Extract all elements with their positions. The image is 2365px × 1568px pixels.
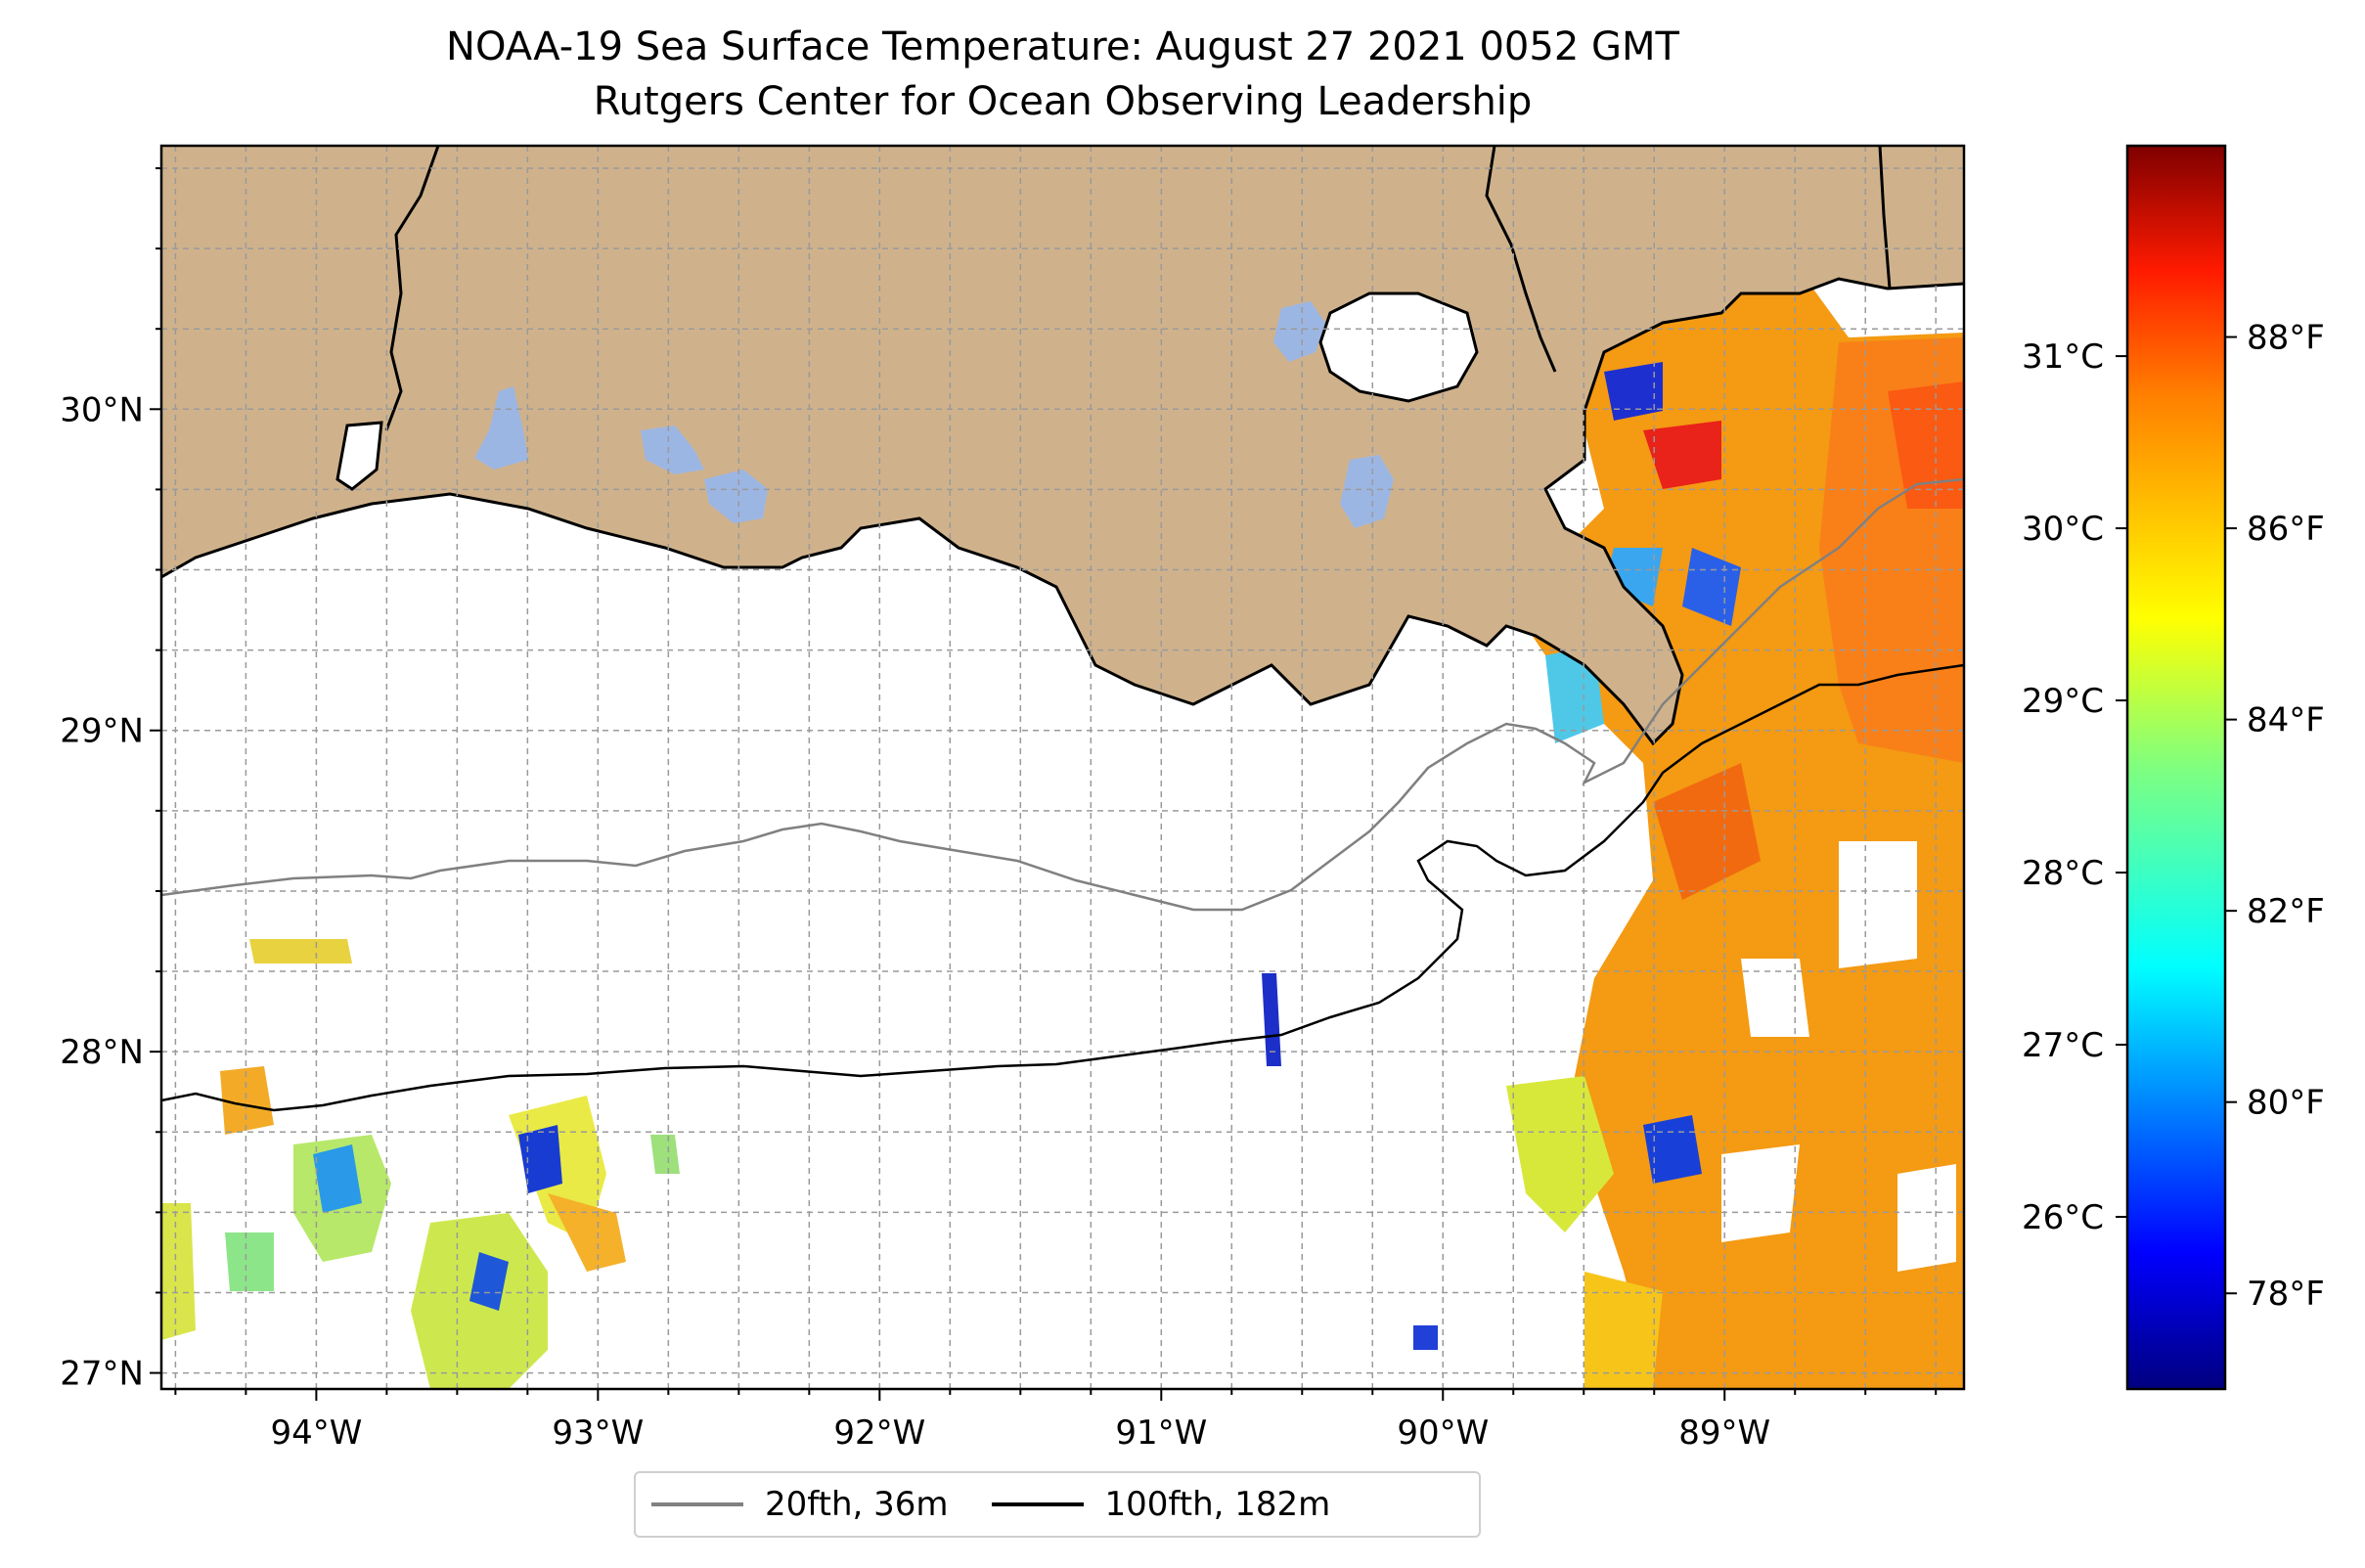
- colorbar-fahrenheit-label: 86°F: [2247, 510, 2325, 549]
- isobath-20fth: [161, 477, 1964, 912]
- state-borders: [384, 146, 1892, 431]
- legend-label-20fth: 20fth, 36m: [765, 1485, 949, 1524]
- isobath-100fth: [161, 663, 1964, 1112]
- colorbar-celsius-label: 29°C: [2022, 682, 2104, 721]
- legend: 20fth, 36m 100fth, 182m: [634, 1471, 1481, 1538]
- map-title: NOAA-19 Sea Surface Temperature: August …: [446, 24, 1679, 69]
- lat-tick-label: 28°N: [60, 1033, 144, 1072]
- colorbar-celsius-label: 30°C: [2022, 510, 2104, 549]
- colorbar: [2125, 144, 2227, 1391]
- lon-tick-label: 89°W: [1678, 1413, 1770, 1453]
- map-subtitle: Rutgers Center for Ocean Observing Leade…: [593, 79, 1533, 124]
- legend-item-100fth: 100fth, 182m: [976, 1485, 1331, 1524]
- colorbar-celsius-axis: 26°C 27°C 28°C 29°C 30°C 31°C: [2022, 337, 2127, 1237]
- colorbar-celsius-label: 28°C: [2022, 854, 2104, 893]
- colorbar-fahrenheit-label: 84°F: [2247, 701, 2325, 740]
- lon-tick-label: 92°W: [833, 1413, 925, 1453]
- colorbar-celsius-label: 31°C: [2022, 337, 2104, 377]
- lon-tick-label: 94°W: [270, 1413, 362, 1453]
- lon-tick-label: 90°W: [1397, 1413, 1489, 1453]
- latitude-axis: 27°N 28°N 29°N 30°N: [60, 166, 161, 1394]
- colorbar-fahrenheit-label: 80°F: [2247, 1084, 2325, 1123]
- colorbar-fahrenheit-label: 82°F: [2247, 892, 2325, 931]
- land-mass: [161, 146, 1964, 743]
- lon-tick-label: 91°W: [1115, 1413, 1207, 1453]
- lon-tick-label: 93°W: [552, 1413, 644, 1453]
- legend-swatch-20fth: [651, 1502, 743, 1506]
- colorbar-celsius-label: 26°C: [2022, 1198, 2104, 1237]
- lat-tick-label: 27°N: [60, 1355, 144, 1394]
- legend-label-100fth: 100fth, 182m: [1104, 1485, 1331, 1524]
- coastline: [161, 277, 1964, 746]
- lat-tick-label: 30°N: [60, 390, 144, 429]
- legend-swatch-100fth: [991, 1502, 1084, 1506]
- longitude-axis: 94°W 93°W 92°W 91°W 90°W 89°W: [174, 1389, 1938, 1453]
- inland-water: [335, 291, 1479, 528]
- sst-swath-west: [161, 939, 1438, 1389]
- colorbar-fahrenheit-axis: 78°F 80°F 82°F 84°F 86°F 88°F: [2225, 319, 2325, 1314]
- colorbar-fahrenheit-label: 78°F: [2247, 1275, 2325, 1314]
- lat-tick-label: 29°N: [60, 712, 144, 751]
- colorbar-celsius-label: 27°C: [2022, 1026, 2104, 1065]
- legend-item-20fth: 20fth, 36m: [636, 1485, 949, 1524]
- colorbar-fahrenheit-label: 88°F: [2247, 319, 2325, 358]
- gridlines: [161, 146, 1964, 1389]
- sst-swath-east: [1506, 279, 1964, 1389]
- map-frame: [159, 144, 1966, 1391]
